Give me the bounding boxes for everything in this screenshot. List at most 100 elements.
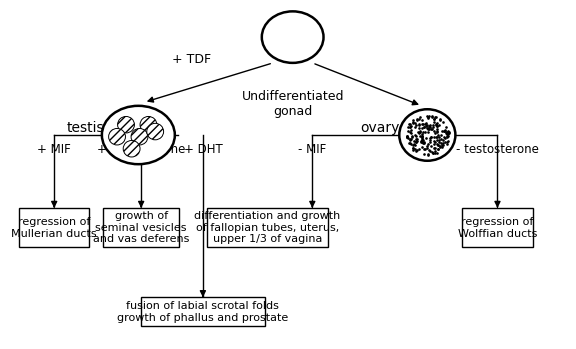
Point [431,150,440,156]
Point [433,132,442,138]
Point [435,118,444,123]
Point [403,124,412,129]
Point [433,146,442,151]
Point [444,133,453,138]
Point [404,140,413,146]
Point [418,136,427,141]
Point [412,148,421,153]
Point [430,119,439,125]
Ellipse shape [399,109,456,161]
Point [417,133,426,139]
Point [404,121,414,127]
Bar [463,208,533,247]
Point [432,150,441,156]
Point [431,114,441,120]
Point [419,125,429,130]
Point [442,140,452,145]
Point [423,114,432,120]
Point [435,143,444,149]
Point [437,140,446,145]
Point [428,150,437,155]
Point [415,129,425,135]
Text: testis: testis [66,121,104,135]
Point [422,124,431,129]
Point [403,133,412,138]
Point [417,133,426,138]
Point [431,121,441,127]
Point [437,132,446,138]
Point [412,117,422,123]
Bar [19,208,89,247]
Point [403,134,412,140]
Point [435,138,444,143]
Point [423,125,432,131]
Point [403,128,412,134]
Point [420,147,430,152]
Point [408,133,417,139]
Point [440,139,449,145]
Point [410,146,419,151]
Point [406,121,415,127]
Point [426,135,435,141]
Point [438,142,448,148]
Point [418,131,427,137]
Ellipse shape [123,141,140,157]
Point [408,134,417,140]
Point [423,151,433,156]
Point [434,142,443,147]
Point [411,122,420,127]
Ellipse shape [102,106,175,164]
Point [421,120,430,125]
Point [428,149,437,154]
Point [432,141,441,147]
Point [408,117,418,122]
Text: - testosterone: - testosterone [456,143,539,156]
Point [410,142,419,148]
Point [425,147,434,153]
Point [412,138,421,143]
Point [441,128,450,134]
Point [424,113,433,119]
Point [406,127,415,132]
Point [440,135,449,141]
Point [429,141,438,147]
Point [407,130,416,136]
Point [442,142,452,147]
Point [442,132,452,137]
Point [437,128,446,134]
Ellipse shape [109,128,126,145]
Bar [207,208,328,247]
Point [409,120,418,126]
Point [419,140,428,145]
Point [427,143,436,149]
Point [411,120,420,126]
Point [412,138,422,144]
Ellipse shape [118,117,134,133]
Point [440,127,449,133]
Point [415,128,425,134]
Ellipse shape [140,117,157,133]
Point [417,122,426,127]
Point [418,137,427,143]
Ellipse shape [147,123,164,140]
Text: differentiation and growth
of fallopian tubes, uterus,
upper 1/3 of vagina: differentiation and growth of fallopian … [194,211,340,244]
Point [437,142,446,148]
Point [420,124,429,129]
Text: + MIF: + MIF [37,143,71,156]
Ellipse shape [131,128,148,145]
Text: regression of
Wolffian ducts: regression of Wolffian ducts [458,217,537,238]
Point [408,147,418,153]
Point [408,145,418,151]
Point [415,117,424,122]
Point [410,141,419,147]
Point [433,147,442,152]
Point [439,129,449,134]
Point [415,131,424,136]
Point [420,129,430,135]
Point [439,134,449,140]
Point [405,129,414,134]
Point [426,124,435,129]
Point [405,140,414,146]
Point [429,146,438,151]
Point [442,133,452,139]
